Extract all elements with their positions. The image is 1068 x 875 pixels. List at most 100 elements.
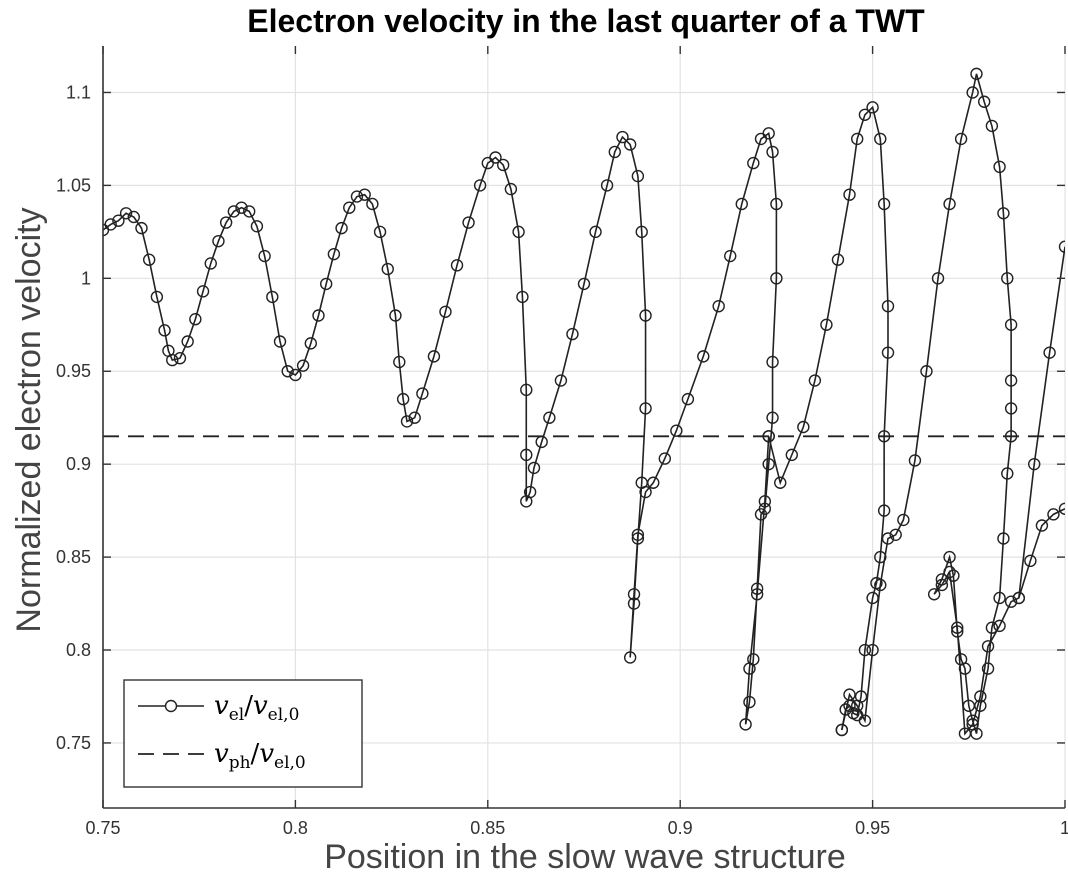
series-electron-velocity-point-47 (450, 259, 464, 272)
series-electron-velocity-segment-1-point-3 (858, 714, 872, 727)
series-electron-velocity-point-61 (535, 435, 548, 449)
series-electron-velocity-segment-1-point-41 (935, 578, 949, 592)
x-axis-label: Position in the slow wave structure (324, 838, 846, 875)
series-electron-velocity-point-76 (631, 532, 645, 545)
axes (102, 46, 1065, 809)
series-electron-velocity-segment-1 (841, 73, 1065, 736)
series-electron-velocity-point-26 (289, 368, 302, 382)
series-electron-velocity-point-89 (735, 197, 748, 211)
series-electron-velocity-point-60 (527, 461, 541, 475)
series-electron-velocity-point-48 (462, 216, 475, 229)
series-electron-velocity-segment-1-point-40 (927, 588, 941, 601)
series-electron-velocity-segment-0-point-16 (877, 504, 891, 517)
series-electron-velocity-point-15 (204, 257, 217, 270)
series-electron-velocity-segment-1-point-39 (935, 573, 949, 586)
series-electron-velocity-point-38 (381, 262, 394, 276)
series-electron-velocity-point-14 (196, 285, 210, 298)
series-electron-velocity-segment-0-point-2 (785, 448, 798, 462)
series-electron-velocity-segment-1-point-25 (1001, 467, 1014, 480)
series-electron-velocity-segment-0-point-14 (881, 346, 895, 359)
series-electron-velocity-segment-0-point-11 (874, 132, 887, 146)
series-electron-velocity-point-21 (250, 220, 264, 233)
series-electron-velocity-point-17 (219, 216, 233, 229)
series-electron-velocity-segment-1-point-44 (958, 727, 972, 740)
legend: vel/vel,0 vph/vel,0 (123, 679, 363, 788)
series-electron-velocity-point-86 (697, 350, 710, 363)
series-electron-velocity-segment-1-point-29 (981, 662, 995, 675)
series-electron-velocity-point-46 (439, 305, 452, 318)
y-tick-label-4: 0.95 (56, 361, 91, 381)
series-electron-velocity-point-30 (319, 277, 333, 291)
series-electron-velocity-point-72 (635, 225, 648, 239)
series-electron-velocity-point-53 (504, 182, 518, 196)
x-tick-label-1: 0.8 (283, 818, 308, 838)
series-electron-velocity-point-43 (408, 411, 421, 424)
series-electron-velocity-point-87 (712, 299, 725, 313)
series-electron-velocity-segment-1-point-47 (981, 640, 995, 653)
series-electron-velocity-point-11 (173, 352, 187, 365)
series-electron-velocity-point-6 (142, 253, 156, 266)
series-electron-velocity-point-34 (350, 190, 364, 203)
series-electron-velocity-segment-1-point-35 (954, 653, 968, 666)
y-tick-label-1: 0.8 (66, 640, 91, 660)
series-electron-velocity-segment-1-point-23 (1004, 402, 1018, 415)
series-electron-velocity-segment-0-point-8 (851, 132, 864, 146)
series-electron-velocity-segment-1-point-49 (1004, 595, 1018, 608)
series-electron-velocity-point-41 (396, 392, 410, 406)
series-electron-velocity-segment-1-point-33 (962, 699, 975, 712)
series-electron-velocity-segment-1-point-51 (1024, 554, 1037, 568)
series-electron-velocity-point-88 (724, 249, 737, 263)
series-electron-velocity-segment-1-point-43 (951, 621, 964, 634)
series-electron-velocity-point-62 (543, 411, 556, 424)
y-tick-label-6: 1.05 (56, 175, 91, 195)
series-electron-velocity-segment-0-point-15 (877, 430, 891, 443)
series-electron-velocity-segment-0-point-9 (858, 108, 872, 121)
series-electron-velocity-segment-2-point-2 (1043, 346, 1056, 359)
series-electron-velocity-segment-0-point-12 (877, 197, 891, 211)
series-electron-velocity-point-29 (312, 309, 325, 322)
series-electron-velocity-point-8 (158, 324, 171, 337)
series-electron-velocity-point-23 (266, 290, 279, 304)
series-electron-velocity-point-73 (639, 309, 652, 322)
series-electron-velocity-segment-0-point-4 (808, 374, 822, 387)
series-electron-velocity-point-107 (758, 495, 772, 508)
legend-entry-electron-marker (164, 699, 178, 713)
series-electron-velocity-point-80 (631, 528, 645, 541)
series-electron-velocity-point-55 (516, 290, 529, 304)
series-electron-velocity-segment-1-point-15 (970, 67, 983, 81)
series-electron-velocity-point-13 (189, 313, 202, 326)
series-electron-velocity-point-74 (639, 402, 652, 415)
series-electron-velocity-point-105 (743, 662, 756, 675)
legend-entry-phase-label: vph/vel,0 (214, 739, 306, 773)
series-electron-velocity-point-5 (135, 221, 148, 235)
series-electron-velocity-point-90 (747, 156, 760, 170)
series-electron-velocity-point-103 (743, 695, 756, 709)
series-electron-velocity-point-63 (554, 374, 568, 387)
series-electron-velocity-point-70 (623, 138, 637, 151)
series-electron-velocity-segment-0-point-13 (881, 299, 895, 313)
series-electron-velocity-point-101 (750, 582, 764, 595)
series-electron-velocity-point-22 (258, 249, 271, 263)
series-electron-velocity-point-20 (243, 205, 256, 218)
series-electron-velocity-point-66 (589, 225, 602, 239)
series-electron-velocity-point-81 (639, 485, 652, 499)
series-electron-velocity-segment-1-point-16 (977, 95, 991, 108)
series-electron-velocity-point-1 (104, 218, 117, 231)
series-electron-velocity-point-106 (750, 588, 764, 601)
grid (102, 46, 1066, 808)
series-electron-velocity-segment-1-point-22 (1004, 374, 1018, 387)
series-electron-velocity-point-65 (577, 277, 591, 291)
series-electron-velocity-segment-0-point-5 (820, 318, 833, 331)
ticks: 0.75 0.8 0.85 0.9 0.95 1 0.75 0.8 0.85 0.9 0.95 1 1.… (56, 46, 1068, 838)
y-tick-label-3: 0.9 (66, 454, 91, 474)
series-electron-velocity-point-95 (770, 272, 783, 285)
series-electron-velocity-segment-1-point-1 (843, 688, 856, 701)
series-electron-velocity-segment-0-point-10 (866, 101, 879, 114)
series-electron-velocity-point-19 (235, 201, 248, 214)
series-electron-velocity-segment-2 (1018, 246, 1065, 599)
series-electron-velocity-point-85 (681, 392, 695, 406)
series-electron-velocity-segment-1-point-48 (993, 619, 1006, 633)
series-electron-velocity-point-32 (335, 221, 348, 235)
series-electron-velocity-segment-1-point-8 (897, 513, 910, 527)
series-electron-velocity-point-3 (119, 207, 133, 220)
